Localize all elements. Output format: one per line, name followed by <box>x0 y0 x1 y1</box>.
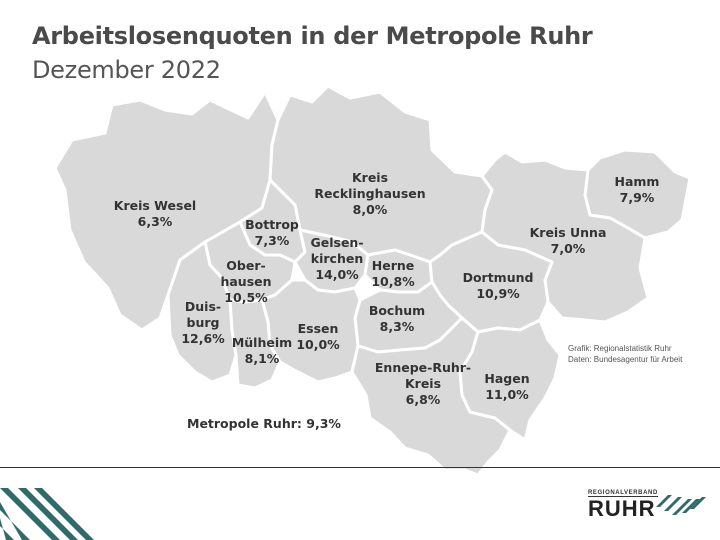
logo-top-text: REGIONALVERBAND <box>588 490 658 497</box>
region-label-unna: Kreis Unna 7,0% <box>530 225 607 256</box>
region-label-recklinghausen: Kreis Recklinghausen 8,0% <box>314 170 425 217</box>
summary-label: Metropole Ruhr: <box>187 416 302 431</box>
region-muelheim <box>228 298 282 390</box>
footer-divider <box>0 467 720 468</box>
region-duisburg <box>166 240 238 384</box>
region-label-ennepe: Ennepe-Ruhr-Kreis 6,8% <box>375 360 471 407</box>
map-title: Arbeitslosenquoten in der Metropole Ruhr <box>32 22 593 50</box>
region-name-herne: Herne <box>372 258 414 273</box>
region-value-hamm: 7,9% <box>620 190 655 205</box>
region-label-oberhausen: Ober-hausen 10,5% <box>220 258 271 305</box>
region-value-recklinghausen: 8,0% <box>353 202 388 217</box>
summary-value: 9,3% <box>306 416 341 431</box>
region-hagen <box>458 318 562 442</box>
region-name-oberhausen: Ober- <box>226 258 265 273</box>
region-name-bottrop: Bottrop <box>245 217 299 232</box>
region-label-bochum: Bochum 8,3% <box>369 303 425 334</box>
region-label-hagen: Hagen 11,0% <box>484 371 529 402</box>
region-name-ennepe: Kreis <box>405 376 441 391</box>
source-graphic-credit: Grafik: Regionalstatistik Ruhr <box>568 344 672 353</box>
region-name-gelsenkirchen: kirchen <box>311 251 363 266</box>
region-name-wesel: Kreis Wesel <box>114 198 196 213</box>
regionalverband-ruhr-logo: REGIONALVERBAND RUHR <box>588 490 706 522</box>
region-label-hamm: Hamm 7,9% <box>615 174 660 205</box>
region-name-duisburg: burg <box>187 315 220 330</box>
region-name-dortmund: Dortmund <box>463 270 534 285</box>
region-name-muelheim: Mülheim <box>232 335 292 350</box>
region-value-muelheim: 8,1% <box>245 351 280 366</box>
region-name-unna: Kreis Unna <box>530 225 607 240</box>
region-value-wesel: 6,3% <box>138 214 173 229</box>
logo-main-row: RUHR <box>588 495 706 521</box>
logo-main-text: RUHR <box>588 496 656 521</box>
region-value-dortmund: 10,9% <box>476 286 520 301</box>
region-value-ennepe: 6,8% <box>406 392 441 407</box>
region-label-duisburg: Duis-burg 12,6% <box>181 299 225 346</box>
region-label-gelsenkirchen: Gelsen-kirchen 14,0% <box>310 235 363 282</box>
region-name-duisburg: Duis- <box>185 299 221 314</box>
region-value-gelsenkirchen: 14,0% <box>315 267 359 282</box>
region-name-hamm: Hamm <box>615 174 660 189</box>
region-name-bochum: Bochum <box>369 303 425 318</box>
source-note: Grafik: Regionalstatistik Ruhr Daten: Bu… <box>568 343 682 365</box>
region-name-oberhausen: hausen <box>220 274 271 289</box>
region-label-wesel: Kreis Wesel 6,3% <box>114 198 196 229</box>
region-name-gelsenkirchen: Gelsen- <box>310 235 363 250</box>
logo-wave-icon <box>656 495 706 515</box>
map-subtitle: Dezember 2022 <box>32 56 221 84</box>
region-label-essen: Essen 10,0% <box>296 321 340 352</box>
region-label-muelheim: Mülheim 8,1% <box>232 335 292 366</box>
region-name-ennepe: Ennepe-Ruhr- <box>375 360 471 375</box>
source-data-credit: Daten: Bundesagentur für Arbeit <box>568 355 683 364</box>
region-name-hagen: Hagen <box>484 371 529 386</box>
region-label-dortmund: Dortmund 10,9% <box>463 270 534 301</box>
decorative-stripes <box>0 488 94 540</box>
region-label-bottrop: Bottrop 7,3% <box>245 217 299 248</box>
region-value-bottrop: 7,3% <box>255 233 290 248</box>
region-value-hagen: 11,0% <box>485 387 529 402</box>
region-value-oberhausen: 10,5% <box>224 290 268 305</box>
region-value-bochum: 8,3% <box>380 319 415 334</box>
region-value-unna: 7,0% <box>551 241 586 256</box>
region-name-recklinghausen: Recklinghausen <box>314 186 425 201</box>
region-value-duisburg: 12,6% <box>181 331 225 346</box>
metropole-summary: Metropole Ruhr: 9,3% <box>187 416 341 431</box>
region-name-essen: Essen <box>298 321 339 336</box>
region-name-recklinghausen: Kreis <box>352 170 388 185</box>
region-label-herne: Herne 10,8% <box>371 258 415 289</box>
region-value-herne: 10,8% <box>371 274 415 289</box>
region-value-essen: 10,0% <box>296 337 340 352</box>
